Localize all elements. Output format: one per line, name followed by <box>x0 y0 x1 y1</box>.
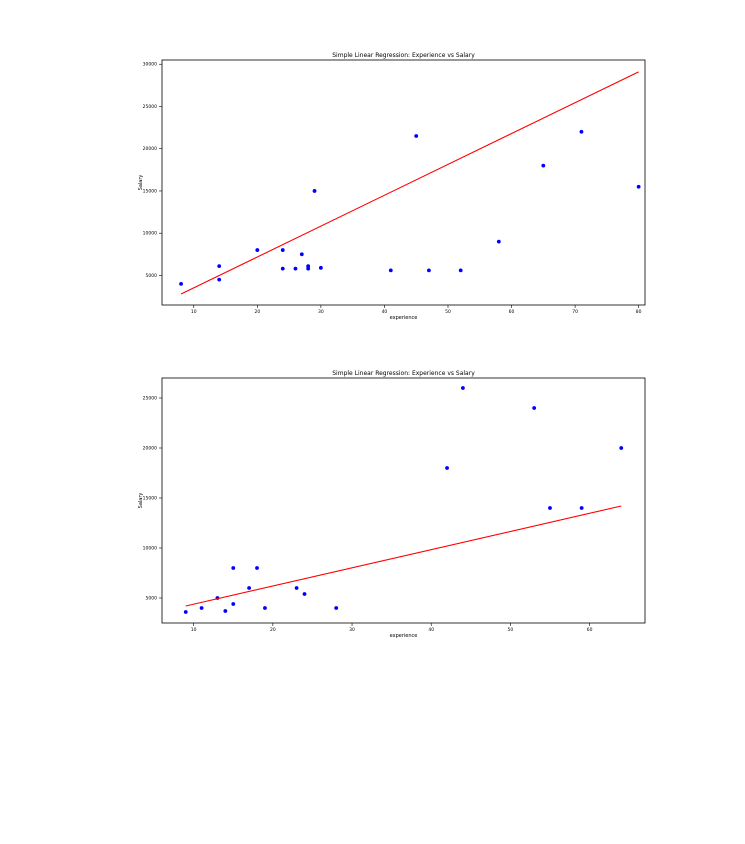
x-tick-label: 10 <box>191 627 197 633</box>
y-tick-label: 20000 <box>143 446 157 452</box>
chart-1: Simple Linear Regression: Experience vs … <box>0 0 745 330</box>
data-point <box>458 268 463 273</box>
x-tick-label: 30 <box>318 309 324 315</box>
data-point <box>280 248 285 252</box>
x-tick-label: 10 <box>191 309 197 315</box>
y-tick-label: 5000 <box>146 273 158 279</box>
data-point <box>541 163 546 168</box>
x-tick-label: 40 <box>428 627 434 633</box>
data-point <box>306 264 311 269</box>
x-tick-label: 20 <box>254 309 260 315</box>
chart-2-canvas: Simple Linear Regression: Experience vs … <box>138 370 646 639</box>
data-point <box>619 446 624 450</box>
data-point <box>579 129 584 134</box>
y-tick-label: 10000 <box>143 231 157 237</box>
y-tick-label: 10000 <box>143 546 157 552</box>
data-point <box>636 184 641 189</box>
x-tick-label: 60 <box>587 627 593 633</box>
x-tick-label: 60 <box>509 309 515 315</box>
data-point <box>293 266 298 271</box>
y-tick-label: 15000 <box>143 496 157 502</box>
data-point <box>217 264 222 269</box>
y-tick-label: 25000 <box>143 104 157 110</box>
data-point <box>579 506 584 510</box>
x-tick-label: 40 <box>382 309 388 315</box>
y-axis-label: Salary <box>138 175 144 191</box>
y-tick-label: 25000 <box>143 396 157 402</box>
y-axis-label: Salary <box>138 493 144 509</box>
x-tick-label: 20 <box>270 627 276 633</box>
data-point <box>445 466 449 470</box>
data-point <box>299 252 304 257</box>
data-point <box>302 592 307 596</box>
data-point <box>231 602 236 606</box>
regression-line <box>180 71 639 295</box>
data-point <box>179 281 183 286</box>
x-tick-label: 30 <box>349 627 355 633</box>
x-axis-label: experience <box>390 315 418 321</box>
data-point <box>223 609 228 613</box>
data-point <box>231 566 236 570</box>
chart-2: Simple Linear Regression: Experience vs … <box>0 330 745 660</box>
data-point <box>247 586 251 590</box>
data-point <box>183 610 188 614</box>
x-axis-label: experience <box>390 633 418 639</box>
chart-title: Simple Linear Regression: Experience vs … <box>332 52 475 59</box>
data-point <box>460 386 465 390</box>
data-point <box>255 248 260 252</box>
data-point <box>334 606 339 610</box>
data-point <box>548 506 552 510</box>
data-point <box>217 277 222 282</box>
x-tick-label: 50 <box>445 309 451 315</box>
plot-frame <box>161 377 646 624</box>
data-point <box>255 566 259 570</box>
chart-title: Simple Linear Regression: Experience vs … <box>332 370 475 377</box>
data-point <box>388 268 393 273</box>
data-point <box>532 406 537 410</box>
y-tick-label: 20000 <box>143 146 157 152</box>
data-point <box>496 239 501 244</box>
data-point <box>263 606 267 610</box>
x-tick-label: 80 <box>636 309 642 315</box>
data-point <box>199 606 204 610</box>
data-point <box>318 265 323 270</box>
x-tick-label: 50 <box>508 627 514 633</box>
data-point <box>294 586 299 590</box>
x-tick-label: 70 <box>572 309 578 315</box>
data-point <box>427 268 431 273</box>
data-point <box>312 189 317 193</box>
plot-frame <box>161 59 646 306</box>
regression-line <box>185 505 622 607</box>
data-point <box>280 266 285 271</box>
chart-1-canvas: Simple Linear Regression: Experience vs … <box>138 52 646 321</box>
data-point <box>414 134 419 138</box>
y-tick-label: 5000 <box>146 596 158 602</box>
y-tick-label: 30000 <box>143 62 157 68</box>
y-tick-label: 15000 <box>143 188 157 194</box>
